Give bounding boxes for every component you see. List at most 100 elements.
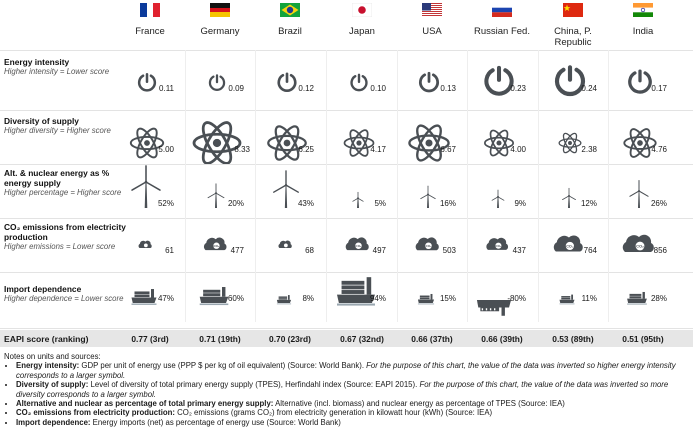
import-dependence-mark-7	[627, 291, 647, 305]
value-label-alt_nuclear-0: 52%	[157, 199, 174, 208]
energy-intensity-mark-3	[350, 73, 368, 92]
value-label-diversity_of_supply-2: 6.25	[298, 145, 314, 154]
value-label-co2-2: 68	[305, 246, 314, 255]
score-value-4: 0.66 (37th)	[411, 334, 453, 344]
row-subtitle-alt_nuclear: Higher percentage = Higher score	[4, 188, 122, 197]
row-separator-2	[0, 164, 693, 165]
value-label-alt_nuclear-2: 43%	[297, 199, 314, 208]
row-subtitle-energy_intensity: Higher intensity = Lower score	[4, 67, 110, 76]
svg-text:CO₂: CO₂	[566, 244, 574, 248]
score-bar	[0, 330, 693, 347]
row-separator-3	[0, 218, 693, 219]
alt-nuclear-mark-0	[131, 165, 161, 208]
row-subtitle-import_dependence: Higher dependence = Lower score	[4, 294, 124, 303]
value-label-energy_intensity-5: 0.23	[510, 84, 526, 93]
svg-text:CO₂: CO₂	[636, 244, 644, 249]
country-name-2: Brazil	[278, 26, 302, 37]
co2-mark-4: CO₂	[415, 237, 439, 251]
value-label-energy_intensity-3: 0.10	[370, 84, 386, 93]
country-name-5: Russian Fed.	[474, 26, 530, 37]
alt-nuclear-mark-2	[273, 170, 299, 208]
country-name-7: India	[632, 26, 654, 37]
value-label-energy_intensity-1: 0.09	[228, 84, 244, 93]
note-italic-0: For the purpose of this chart, the value…	[16, 361, 676, 380]
row-subtitle-co2: Higher emissions = Lower score	[4, 242, 116, 251]
flag-icon-6	[563, 3, 583, 17]
value-label-co2-3: 497	[372, 246, 386, 255]
value-label-alt_nuclear-3: 5%	[374, 199, 386, 208]
row-separator-5	[0, 328, 693, 329]
diversity-mark-2	[267, 125, 307, 161]
alt-nuclear-mark-4	[420, 185, 436, 208]
co2-mark-3: CO₂	[345, 237, 369, 251]
import-dependence-mark-2	[276, 295, 292, 305]
import-dependence-mark-5	[476, 300, 512, 316]
value-label-diversity_of_supply-0: 5.00	[158, 145, 174, 154]
column-separator-1	[255, 50, 256, 322]
row-title-co2: CO₂ emissions from electricity productio…	[4, 222, 126, 242]
diversity-mark-3	[343, 129, 375, 157]
note-text-1: Level of diversity of total primary ener…	[88, 380, 420, 390]
flag-icon-3	[352, 3, 372, 17]
score-value-7: 0.51 (95th)	[622, 334, 664, 344]
import-dependence-mark-1	[199, 287, 229, 306]
note-item-4: Import dependence: Energy imports (net) …	[16, 418, 690, 427]
value-label-import_dependence-6: 11%	[581, 294, 597, 303]
diversity-mark-1	[192, 121, 242, 165]
column-separator-5	[537, 50, 539, 322]
row-title-alt_nuclear: Alt. & nuclear energy as % energy supply	[4, 168, 110, 188]
alt-nuclear-mark-5	[491, 189, 505, 208]
value-label-import_dependence-1: 60%	[227, 294, 244, 303]
note-item-0: Energy intensity: GDP per unit of energy…	[16, 361, 690, 380]
flag-icon-0	[140, 3, 160, 17]
column-separator-2	[326, 50, 327, 322]
co2-mark-0	[138, 240, 152, 248]
row-separator-0	[0, 50, 693, 51]
score-value-5: 0.66 (39th)	[481, 334, 523, 344]
value-label-co2-4: 503	[442, 246, 456, 255]
row-title-import_dependence: Import dependence	[4, 284, 82, 294]
country-name-3: Japan	[349, 26, 375, 37]
score-label: EAPI score (ranking)	[4, 334, 89, 344]
flag-icon-7	[633, 3, 653, 17]
import-dependence-mark-3	[337, 277, 375, 306]
import-dependence-mark-0	[131, 289, 157, 305]
svg-text:CO₂: CO₂	[356, 244, 363, 248]
note-bold-4: Import dependence:	[16, 417, 91, 427]
column-separator-6	[608, 50, 609, 322]
import-dependence-mark-6	[559, 294, 575, 305]
country-name-0: France	[135, 26, 165, 37]
value-label-diversity_of_supply-4: 6.67	[440, 145, 456, 154]
alt-nuclear-mark-6	[562, 187, 576, 208]
energy-intensity-mark-1	[208, 74, 226, 91]
note-item-1: Diversity of supply: Level of diversity …	[16, 380, 690, 399]
score-value-3: 0.67 (32nd)	[340, 334, 384, 344]
flag-icon-5	[492, 3, 512, 17]
alt-nuclear-mark-1	[207, 183, 225, 208]
energy-intensity-mark-5	[484, 65, 514, 96]
row-title-diversity_of_supply: Diversity of supply	[4, 116, 79, 126]
value-label-co2-6: 764	[583, 246, 597, 255]
row-subtitle-diversity_of_supply: Higher diversity = Higher score	[4, 126, 111, 135]
diversity-mark-4	[408, 124, 450, 162]
value-label-import_dependence-4: 15%	[439, 294, 456, 303]
flag-icon-2	[280, 3, 300, 17]
co2-mark-1: CO₂	[203, 237, 227, 251]
value-label-co2-7: 856	[653, 246, 667, 255]
value-label-diversity_of_supply-3: 4.17	[370, 145, 386, 154]
value-label-energy_intensity-0: 0.11	[159, 84, 174, 93]
co2-mark-6: CO₂	[553, 235, 583, 252]
value-label-diversity_of_supply-5: 4.00	[510, 145, 526, 154]
diversity-mark-0	[129, 127, 165, 159]
note-text-4: Energy imports (net) as percentage of en…	[90, 417, 341, 427]
note-text-0: GDP per unit of energy use (PPP $ per kg…	[79, 361, 367, 371]
note-item-2: Alternative and nuclear as percentage of…	[16, 399, 690, 408]
alt-nuclear-mark-3	[352, 191, 364, 208]
score-value-2: 0.70 (23rd)	[269, 334, 311, 344]
energy-intensity-mark-0	[137, 73, 157, 92]
icon-grid: CO₂ CO₂ CO₂ CO₂ CO₂ CO₂	[129, 65, 657, 316]
value-label-alt_nuclear-4: 16%	[439, 199, 456, 208]
value-label-co2-1: 477	[230, 246, 244, 255]
note-bold-3: CO₂ emissions from electricity productio…	[16, 408, 175, 418]
notes-list: Energy intensity: GDP per unit of energy…	[4, 361, 690, 427]
